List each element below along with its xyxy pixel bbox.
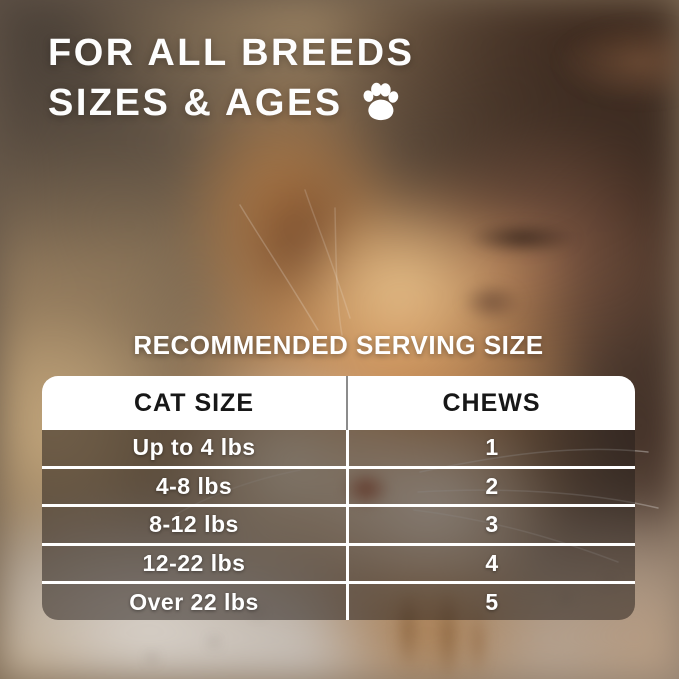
chews-cell: 4 bbox=[346, 545, 635, 582]
serving-size-table: CAT SIZE CHEWS Up to 4 lbs 1 4-8 lbs 2 8… bbox=[42, 376, 635, 620]
table-row: Over 22 lbs 5 bbox=[42, 584, 635, 620]
chews-cell: 5 bbox=[346, 584, 635, 620]
cat-size-cell: Over 22 lbs bbox=[129, 588, 259, 615]
serving-size-caption: RECOMMENDED SERVING SIZE bbox=[133, 330, 544, 360]
cat-size-cell: 8-12 lbs bbox=[149, 511, 239, 538]
headline-line2: SIZES & AGES bbox=[48, 78, 414, 128]
table-row: 12-22 lbs 4 bbox=[42, 545, 635, 585]
table-body: Up to 4 lbs 1 4-8 lbs 2 8-12 lbs 3 12-22… bbox=[42, 430, 635, 620]
headline-line1: FOR ALL BREEDS bbox=[48, 32, 415, 74]
chews-cell: 2 bbox=[346, 468, 635, 505]
cat-size-cell: Up to 4 lbs bbox=[132, 434, 256, 461]
table-row: 8-12 lbs 3 bbox=[42, 507, 635, 546]
table-row: 4-8 lbs 2 bbox=[42, 468, 635, 508]
table-header-row: CAT SIZE CHEWS bbox=[42, 376, 635, 430]
chews-cell: 1 bbox=[346, 430, 635, 466]
paw-icon bbox=[363, 82, 398, 121]
column-header-chews: CHEWS bbox=[346, 376, 635, 430]
chews-cell: 3 bbox=[346, 507, 635, 543]
cat-size-cell: 4-8 lbs bbox=[155, 472, 233, 499]
headline-line2-text: SIZES & AGES bbox=[48, 82, 343, 124]
headline: FOR ALL BREEDS SIZES & AGES bbox=[48, 28, 414, 128]
cat-size-cell: 12-22 lbs bbox=[142, 550, 246, 577]
column-header-cat-size: CAT SIZE bbox=[133, 388, 255, 417]
table-row: Up to 4 lbs 1 bbox=[42, 430, 635, 469]
